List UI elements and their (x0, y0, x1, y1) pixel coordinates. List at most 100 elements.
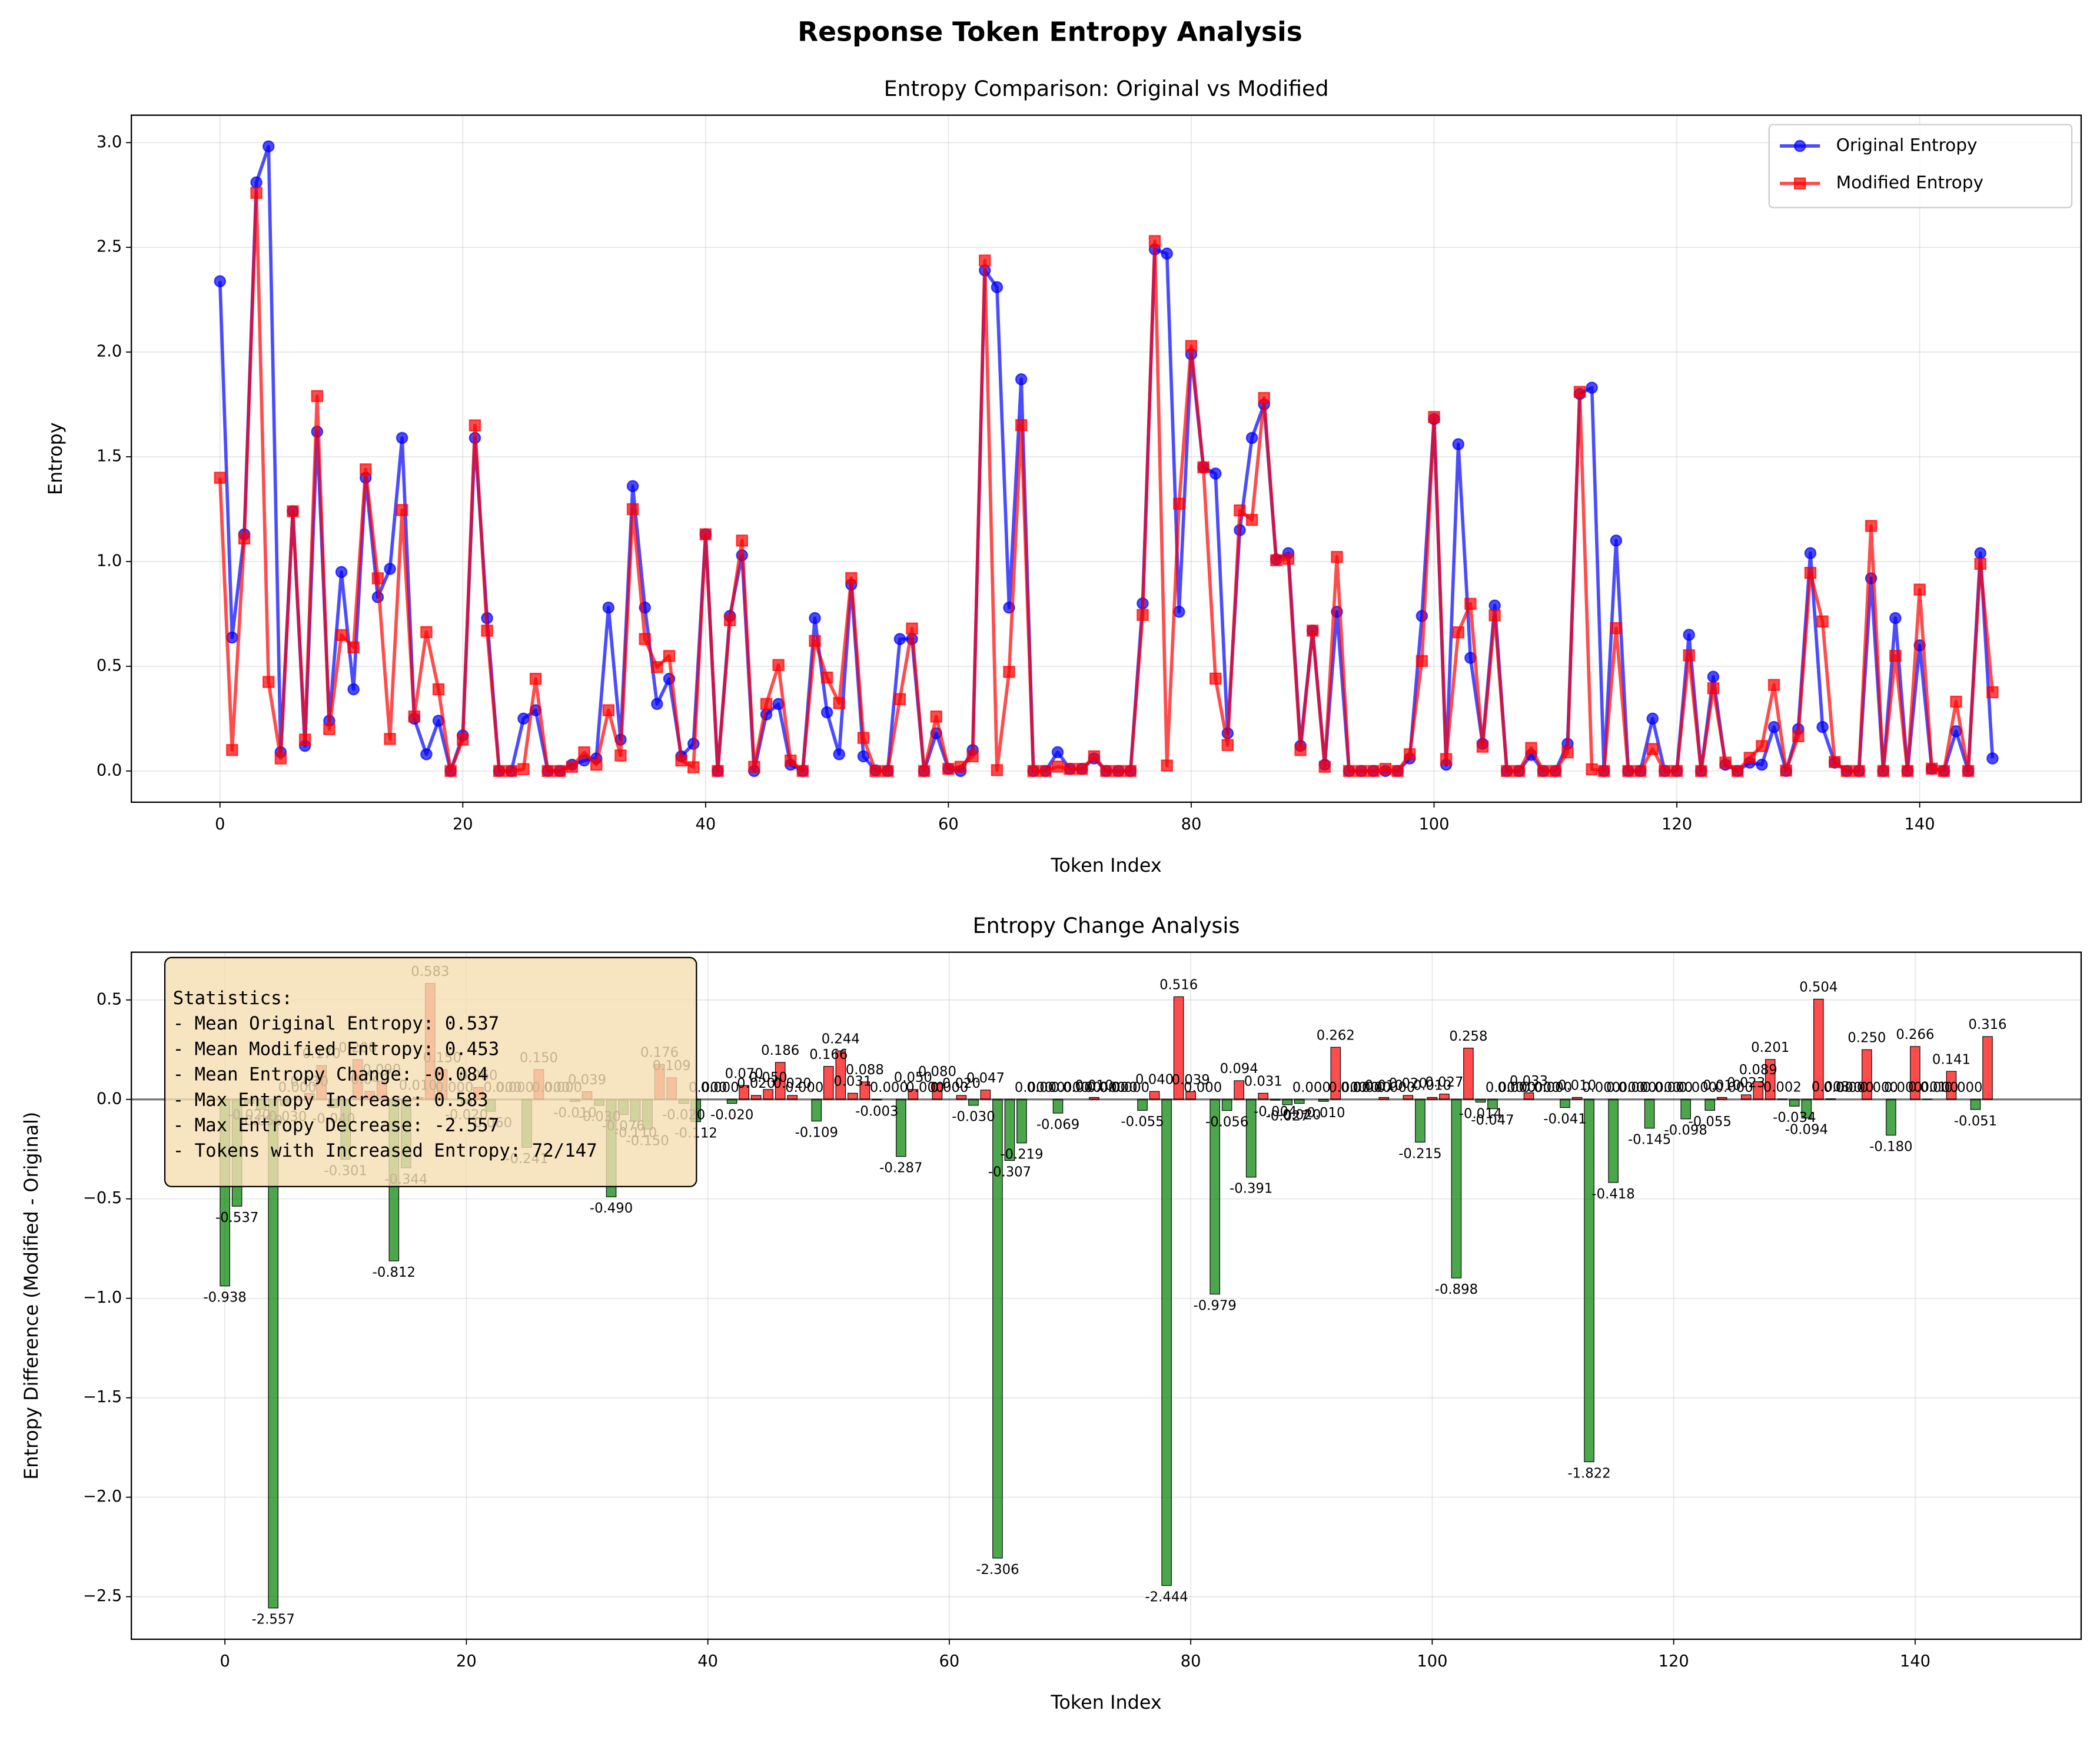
data-label: 0.020 (1389, 1076, 1427, 1091)
marker (1331, 550, 1343, 563)
marker (893, 693, 906, 706)
data-label: 0.000 (1534, 1080, 1572, 1095)
marker (541, 765, 554, 778)
stats-line: - Mean Entropy Change: -0.084 (173, 1064, 489, 1085)
plot-area (131, 115, 2081, 802)
bar (1704, 1099, 1715, 1111)
marker (1100, 765, 1112, 778)
bar (1234, 1080, 1244, 1100)
marker (1719, 756, 1732, 769)
marker (323, 723, 335, 735)
bar (1789, 1099, 1800, 1107)
data-label: -0.056 (1205, 1115, 1248, 1130)
data-label: -0.215 (1398, 1146, 1441, 1161)
marker (1015, 419, 1028, 431)
marker (614, 749, 627, 762)
data-label: 0.000 (1497, 1080, 1536, 1095)
data-label: 0.031 (1244, 1074, 1282, 1089)
data-label: 0.000 (1643, 1080, 1681, 1095)
marker (493, 765, 506, 778)
x-tick-label: 100 (1417, 1652, 1447, 1670)
marker (1683, 649, 1695, 662)
data-label: -0.145 (1628, 1132, 1671, 1148)
marker (833, 748, 845, 760)
marker (1731, 765, 1744, 778)
data-label: 0.000 (1582, 1080, 1620, 1095)
marker (384, 563, 396, 575)
marker (663, 650, 676, 662)
chart-title: Entropy Change Analysis (973, 913, 1240, 938)
stats-line: - Max Entropy Increase: 0.583 (173, 1090, 489, 1111)
marker (1962, 765, 1975, 778)
marker (1027, 765, 1040, 778)
marker (554, 765, 566, 778)
marker (1221, 739, 1234, 751)
marker (1015, 373, 1028, 386)
marker (991, 281, 1004, 294)
data-label: 0.000 (1087, 1080, 1125, 1095)
data-label: -2.306 (976, 1562, 1019, 1577)
marker (1913, 583, 1926, 596)
chart-title: Entropy Comparison: Original vs Modified (884, 76, 1329, 101)
marker (1343, 765, 1355, 778)
y-tick-label: −1.5 (83, 1388, 122, 1406)
legend-marker (1793, 140, 1806, 152)
data-label: 0.141 (1932, 1052, 1971, 1067)
marker (1173, 497, 1185, 510)
marker (1404, 748, 1416, 760)
marker (214, 471, 226, 484)
marker (1889, 649, 1902, 662)
marker (1355, 765, 1367, 778)
marker (1124, 765, 1137, 778)
marker (1003, 666, 1015, 678)
data-label: 0.000 (785, 1080, 823, 1095)
data-label: 0.010 (1075, 1078, 1113, 1094)
marker (906, 622, 918, 635)
marker (1391, 765, 1404, 778)
marker (1076, 763, 1088, 775)
marker (602, 602, 615, 614)
x-tick-label: 20 (456, 1652, 477, 1670)
data-label: -0.014 (1459, 1106, 1502, 1121)
axes-frame (131, 114, 2082, 803)
y-tick-label: 3.0 (97, 133, 122, 151)
marker (1610, 622, 1623, 635)
marker (274, 752, 287, 765)
marker (347, 641, 360, 654)
data-label: -0.041 (1543, 1111, 1586, 1127)
data-label: 0.516 (1159, 978, 1198, 993)
marker (1452, 626, 1464, 639)
axes-frame (131, 951, 2082, 1640)
marker (785, 754, 797, 767)
stats-box-bg (164, 956, 697, 1188)
marker (1622, 765, 1634, 778)
y-tick-label: 0.0 (97, 761, 122, 779)
data-label: -0.490 (590, 1201, 633, 1216)
marker (626, 480, 639, 493)
data-label: 0.186 (761, 1043, 799, 1058)
data-label: 0.010 (1413, 1078, 1451, 1094)
data-label: 0.166 (809, 1047, 848, 1062)
marker (1986, 752, 1999, 765)
data-label: 0.000 (1026, 1080, 1065, 1095)
bar (1463, 1048, 1474, 1100)
bar (811, 1099, 822, 1122)
data-label: 0.010 (1558, 1078, 1596, 1094)
marker (1282, 553, 1295, 565)
marker (1865, 520, 1878, 532)
y-axis-label: Entropy (44, 422, 67, 495)
data-label: 0.027 (1425, 1075, 1463, 1090)
marker (1197, 461, 1210, 474)
marker (626, 503, 639, 516)
marker (1161, 759, 1173, 772)
marker (1767, 679, 1780, 691)
marker (882, 765, 894, 778)
data-label: 0.000 (1823, 1080, 1862, 1095)
data-label: 0.244 (822, 1031, 860, 1047)
marker (1245, 431, 1258, 444)
marker (1646, 743, 1659, 755)
data-label: -0.020 (1278, 1107, 1321, 1122)
stats-line: - Mean Original Entropy: 0.537 (173, 1013, 500, 1034)
data-label: -0.051 (1954, 1114, 1997, 1129)
